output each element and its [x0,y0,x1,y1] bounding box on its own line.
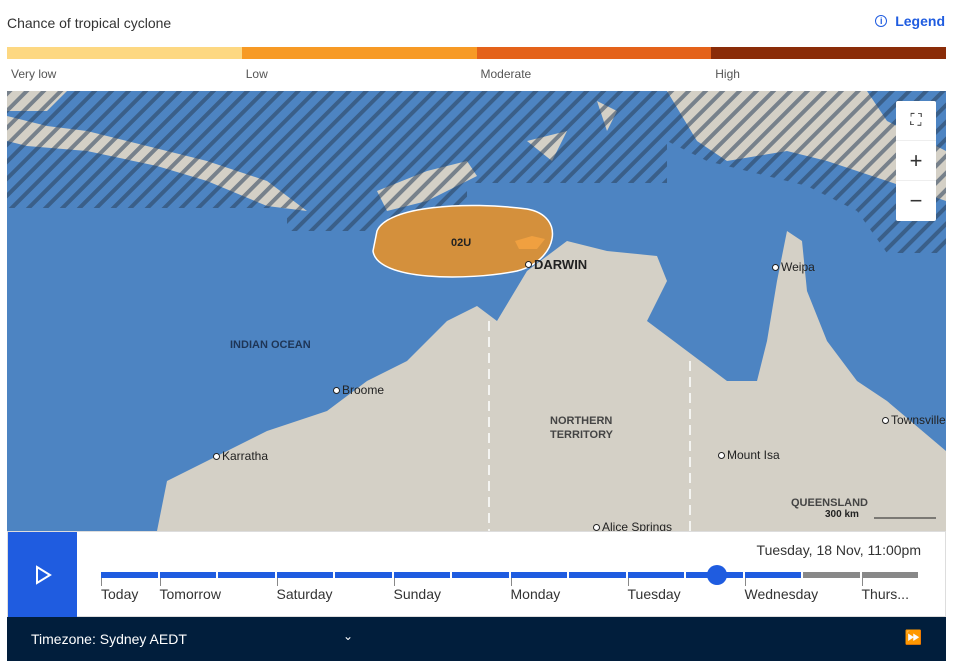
map[interactable]: 02U INDIAN OCEAN NORTHERN TERRITORY QUEE… [7,91,946,531]
day-label[interactable]: Saturday [276,586,333,602]
timeline-tick [393,578,395,586]
timeline-segment[interactable] [393,572,450,578]
scale-label: High [715,67,740,81]
play-button[interactable] [8,532,77,618]
legend-label: Legend [895,13,945,29]
timeline: Tuesday, 18 Nov, 11:00pm Today Tomorrow Sa… [7,531,946,618]
scale-high [711,47,946,59]
scale-low [241,47,477,59]
timeline-segment[interactable] [159,572,216,578]
day-label[interactable]: Monday [510,586,561,602]
day-label[interactable]: Thurs... [861,586,909,602]
timeline-tick [744,578,746,586]
minus-icon: − [909,188,923,213]
timeline-tick [159,578,161,586]
fast-forward-icon[interactable]: ⏩ [904,629,922,645]
day-label[interactable]: Wednesday [744,586,819,602]
timeline-segment[interactable] [276,572,333,578]
timeline-segment[interactable] [803,572,860,578]
region-label: QUEENSLAND [791,497,869,509]
timeline-segment[interactable] [744,572,801,578]
fullscreen-icon: ⛶ [910,111,922,129]
timeline-segment[interactable] [218,572,275,578]
day-label[interactable]: Tomorrow [159,586,221,602]
timeline-segment[interactable] [510,572,567,578]
timeline-segment[interactable] [569,572,626,578]
timeline-segment[interactable] [452,572,509,578]
place-mount-isa: Mount Isa [718,448,780,462]
timeline-segment[interactable] [101,572,158,578]
region-label: TERRITORY [550,429,613,441]
scale-very-low [7,47,242,59]
scale-moderate [476,47,712,59]
place-broome: Broome [333,383,384,397]
timeline-segment[interactable] [627,572,684,578]
panel-title: Chance of tropical cyclone [7,15,172,31]
region-label: NORTHERN [550,415,613,427]
scale-label: Very low [11,67,57,81]
timeline-tick [276,578,278,586]
timezone-select[interactable]: Timezone: Sydney AEDT [31,631,187,647]
play-icon [35,565,52,585]
timeline-tick [510,578,512,586]
cyclone-label: 02U [451,237,472,249]
scale-label: Moderate [480,67,532,81]
chevron-down-icon[interactable]: ⌄ [343,629,354,643]
plus-icon: + [909,147,923,173]
scale-label: Low [245,67,268,81]
fullscreen-button[interactable]: ⛶ [896,101,936,141]
footer-bar: Timezone: Sydney AEDT ⌄ ⏩ [7,617,946,661]
timeline-tick [627,578,629,586]
day-label[interactable]: Sunday [393,586,441,602]
timeline-segment[interactable] [861,572,918,578]
ocean-label: INDIAN OCEAN [230,339,311,351]
timeline-handle[interactable] [706,565,727,585]
probability-scale [7,47,946,59]
place-karratha: Karratha [213,449,268,463]
place-alice-springs: Alice Springs [593,520,672,531]
timeline-segment[interactable] [335,572,392,578]
info-icon: i [875,15,888,27]
zoom-in-button[interactable]: + [896,141,936,181]
zoom-out-button[interactable]: − [896,181,936,221]
place-darwin: DARWIN [525,257,587,272]
scale-bar-label: 300 km [825,509,859,520]
place-weipa: Weipa [772,260,815,274]
day-label[interactable]: Today [101,586,139,602]
timeline-slider[interactable]: Today Tomorrow Saturday Sunday Monday Tuesday… [101,565,920,602]
timeline-tick [101,578,102,586]
timeline-tick [861,578,863,586]
place-townsville: Townsville [882,413,946,427]
legend-button[interactable]: i Legend [875,13,945,29]
day-label[interactable]: Tuesday [627,586,681,602]
current-time: Tuesday, 18 Nov, 11:00pm [756,542,921,558]
